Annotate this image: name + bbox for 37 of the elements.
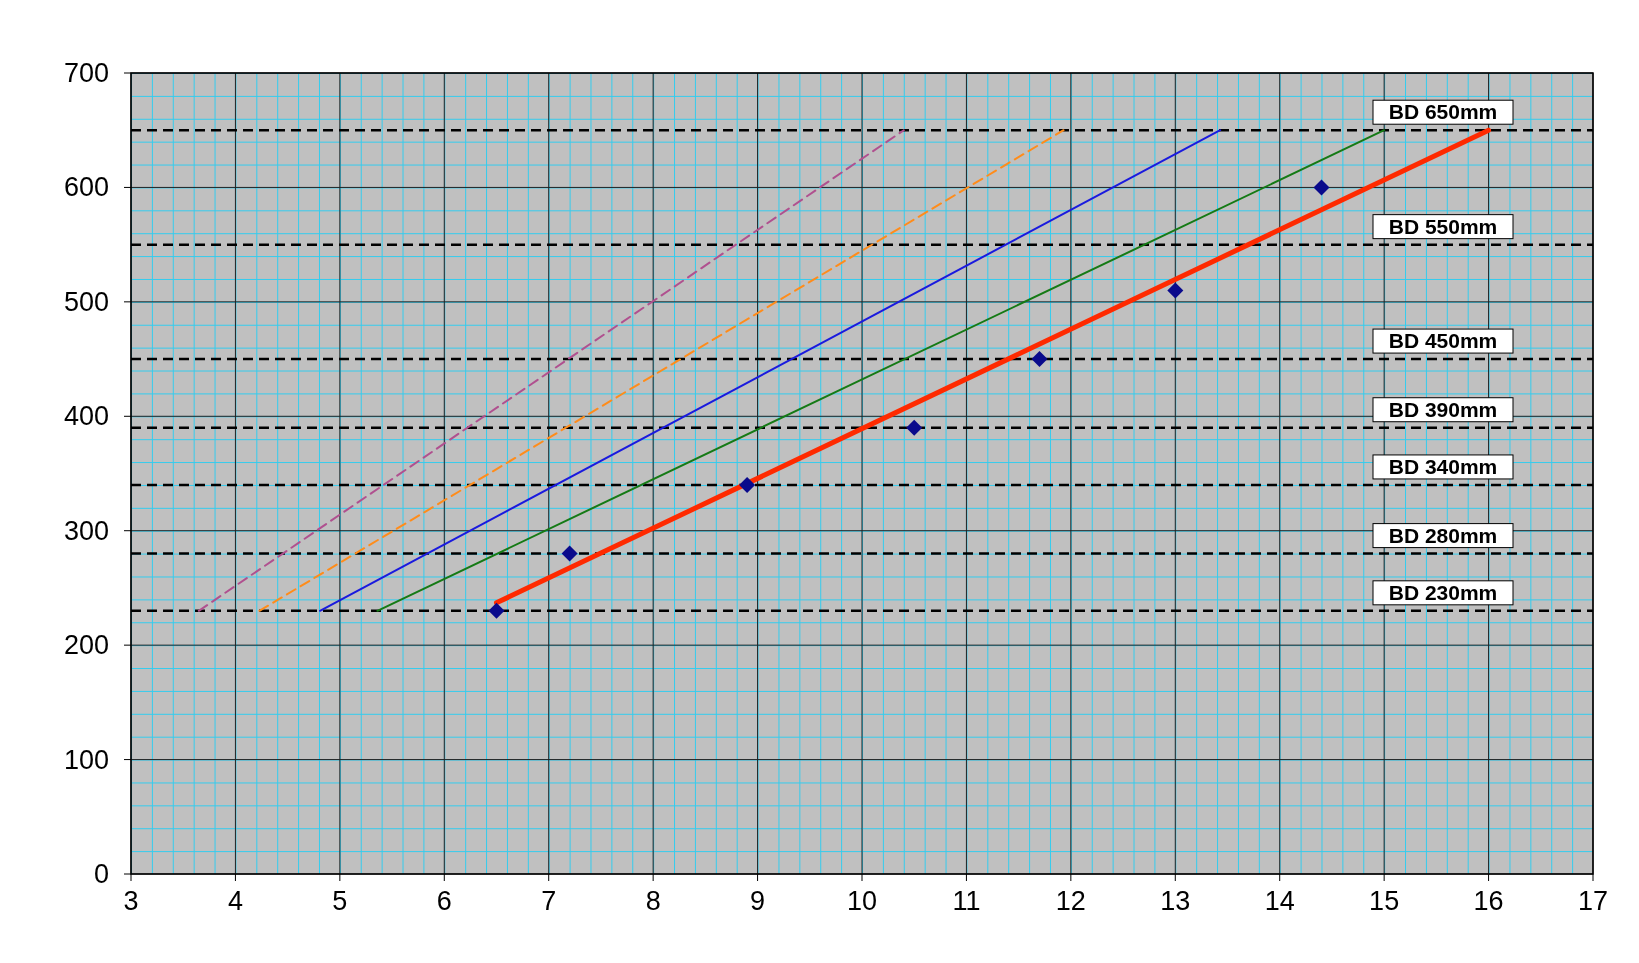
x-tick-label: 3 [123, 886, 139, 916]
x-tick-label: 5 [332, 886, 348, 916]
x-tick-label: 15 [1369, 886, 1400, 916]
y-tick-label: 100 [63, 744, 109, 775]
point [561, 545, 578, 562]
point [906, 419, 923, 436]
x-tick-label: 11 [952, 886, 981, 916]
point [1313, 179, 1330, 196]
x-tick-label: 9 [750, 886, 766, 916]
x-tick-label: 8 [645, 886, 661, 916]
y-tick-label: 500 [63, 286, 109, 317]
ref-line-label: BD 650mm [1388, 100, 1498, 124]
y-tick-label: 200 [63, 630, 109, 661]
y-tick-label: 400 [63, 401, 109, 432]
point [739, 476, 756, 493]
x-tick-label: 17 [1577, 886, 1609, 916]
ref-line-label: BD 280mm [1388, 523, 1498, 547]
ref-line-label: BD 450mm [1388, 329, 1498, 353]
y-tick-label: 300 [63, 515, 109, 546]
x-tick-label: 14 [1264, 886, 1295, 916]
ref-line-label: BD 340mm [1388, 454, 1498, 478]
x-tick-label: 4 [227, 886, 243, 916]
point [488, 602, 505, 619]
ref-line-label: BD 230mm [1388, 580, 1498, 604]
x-tick-label: 6 [436, 886, 452, 916]
x-tick-label: 13 [1160, 886, 1191, 916]
ref-line-label: BD 390mm [1388, 397, 1498, 421]
point [1031, 351, 1048, 368]
ref-line-label: BD 550mm [1388, 214, 1498, 238]
y-tick-label: 0 [93, 859, 109, 889]
y-tick-label: 700 [63, 58, 109, 88]
x-tick-label: 7 [541, 886, 557, 916]
x-tick-label: 16 [1473, 886, 1504, 916]
point [1167, 282, 1184, 299]
x-tick-label: 10 [846, 886, 878, 916]
y-tick-label: 600 [63, 172, 109, 203]
x-tick-label: 12 [1055, 886, 1086, 916]
